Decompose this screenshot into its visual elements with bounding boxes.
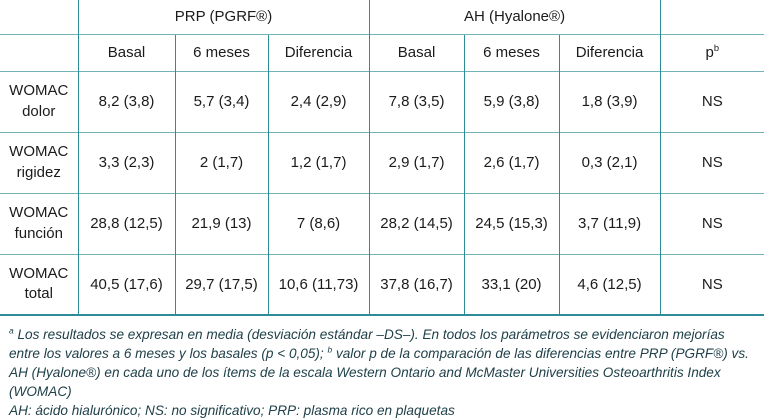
table-cell: 40,5 (17,6) bbox=[77, 253, 175, 316]
table-cell: 3,7 (11,9) bbox=[558, 192, 661, 254]
p-label: p bbox=[705, 44, 714, 61]
footnote-marker-a: a bbox=[9, 325, 14, 336]
row-label: WOMAC función bbox=[0, 192, 78, 254]
table-cell: 7,8 (3,5) bbox=[368, 70, 465, 132]
table-row-womac-total: WOMAC total 40,5 (17,6) 29,7 (17,5) 10,6… bbox=[0, 253, 764, 316]
table-cell: 21,9 (13) bbox=[174, 192, 268, 254]
row-label: WOMAC total bbox=[0, 253, 78, 316]
table-cell: 28,8 (12,5) bbox=[77, 192, 175, 254]
table-row-womac-dolor: WOMAC dolor 8,2 (3,8) 5,7 (3,4) 2,4 (2,9… bbox=[0, 70, 764, 132]
group-header-row: PRP (PGRF®) AH (Hyalone®) bbox=[0, 0, 764, 34]
table-row-womac-rigidez: WOMAC rigidez 3,3 (2,3) 2 (1,7) 1,2 (1,7… bbox=[0, 131, 764, 193]
table-cell: 24,5 (15,3) bbox=[463, 192, 560, 254]
table-cell: 33,1 (20) bbox=[463, 253, 560, 316]
col-header-p: pb bbox=[659, 33, 764, 71]
table-cell: 2,4 (2,9) bbox=[267, 70, 370, 132]
table-cell: 37,8 (16,7) bbox=[368, 253, 465, 316]
row-label: WOMAC dolor bbox=[0, 70, 78, 132]
group-header-ah: AH (Hyalone®) bbox=[368, 0, 661, 34]
table-cell: 28,2 (14,5) bbox=[368, 192, 465, 254]
corner-cell bbox=[0, 0, 78, 34]
table-cell: 5,7 (3,4) bbox=[174, 70, 268, 132]
table-cell: 1,2 (1,7) bbox=[267, 131, 370, 193]
table-cell-p: NS bbox=[659, 70, 764, 132]
table-cell: 1,8 (3,9) bbox=[558, 70, 661, 132]
footnote-abbreviations: AH: ácido hialurónico; NS: no significat… bbox=[9, 403, 455, 418]
col-header-ah-diferencia: Diferencia bbox=[558, 33, 661, 71]
table-cell: 8,2 (3,8) bbox=[77, 70, 175, 132]
table-cell: 3,3 (2,3) bbox=[77, 131, 175, 193]
row-label: WOMAC rigidez bbox=[0, 131, 78, 193]
footnote-main: a Los resultados se expresan en media (d… bbox=[9, 325, 755, 401]
footnote-text-b: valor p de la comparación de las diferen… bbox=[9, 346, 749, 399]
womac-results-table: PRP (PGRF®) AH (Hyalone®) Basal 6 meses … bbox=[0, 0, 764, 316]
table-cell-p: NS bbox=[659, 131, 764, 193]
table-cell: 7 (8,6) bbox=[267, 192, 370, 254]
table-cell: 2,9 (1,7) bbox=[368, 131, 465, 193]
table-cell: 4,6 (12,5) bbox=[558, 253, 661, 316]
table-footnote: a Los resultados se expresan en media (d… bbox=[0, 316, 764, 420]
footnote-marker-b: b bbox=[327, 344, 333, 355]
col-header-ah-6meses: 6 meses bbox=[463, 33, 560, 71]
table-row-womac-funcion: WOMAC función 28,8 (12,5) 21,9 (13) 7 (8… bbox=[0, 192, 764, 254]
table-cell: 0,3 (2,1) bbox=[558, 131, 661, 193]
table-cell: 2 (1,7) bbox=[174, 131, 268, 193]
col-header-prp-diferencia: Diferencia bbox=[267, 33, 370, 71]
group-header-prp: PRP (PGRF®) bbox=[77, 0, 370, 34]
blank-header-cell bbox=[0, 33, 78, 71]
column-header-row: Basal 6 meses Diferencia Basal 6 meses D… bbox=[0, 33, 764, 71]
table-cell: 29,7 (17,5) bbox=[174, 253, 268, 316]
table-cell: 5,9 (3,8) bbox=[463, 70, 560, 132]
table-cell: 10,6 (11,73) bbox=[267, 253, 370, 316]
col-header-ah-basal: Basal bbox=[368, 33, 465, 71]
p-superscript: b bbox=[713, 43, 720, 53]
corner-cell-right bbox=[659, 0, 764, 34]
footnote-text-a: Los resultados se expresan en media (des… bbox=[9, 327, 725, 361]
table-cell-p: NS bbox=[659, 192, 764, 254]
col-header-prp-basal: Basal bbox=[77, 33, 175, 71]
table-cell-p: NS bbox=[659, 253, 764, 316]
table-cell: 2,6 (1,7) bbox=[463, 131, 560, 193]
col-header-prp-6meses: 6 meses bbox=[174, 33, 268, 71]
